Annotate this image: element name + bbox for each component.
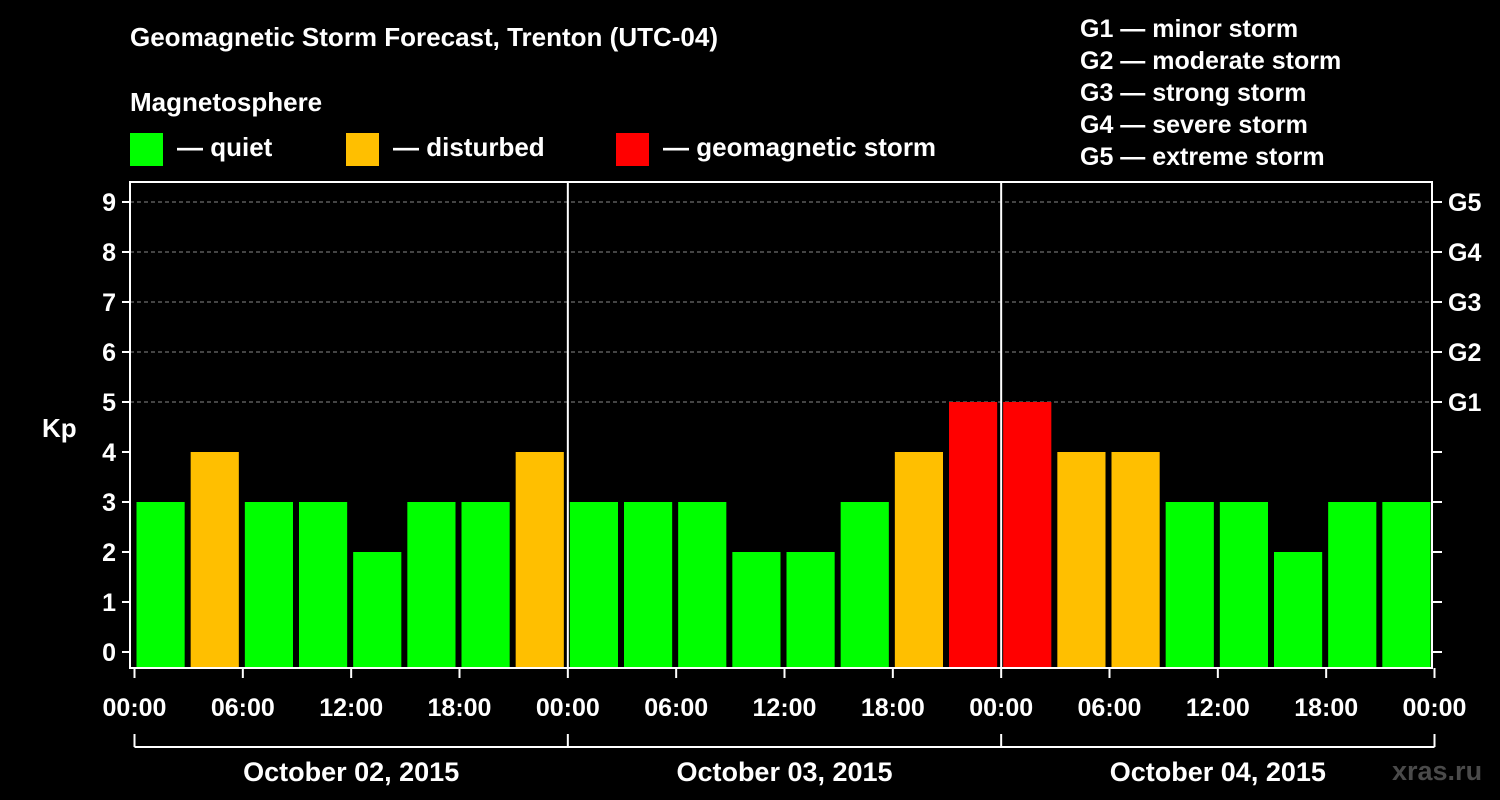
kp-bar <box>353 552 402 668</box>
g-scale-g4: G4 — severe storm <box>1080 111 1308 139</box>
x-tick-label: 12:00 <box>753 694 817 722</box>
legend-label-quiet: — quiet <box>177 132 273 162</box>
plot-frame <box>129 181 1433 669</box>
kp-bar <box>1003 402 1052 668</box>
legend-swatch-disturbed <box>346 133 379 166</box>
y-tick-label: 1 <box>102 589 116 617</box>
kp-bar <box>299 502 348 668</box>
y-tick-label: 9 <box>102 189 116 217</box>
g-level-label: G4 <box>1448 239 1481 267</box>
y-tick-label: 6 <box>102 339 116 367</box>
x-tick-label: 00:00 <box>969 694 1033 722</box>
g-level-label: G2 <box>1448 339 1481 367</box>
x-tick-label: 00:00 <box>103 694 167 722</box>
g-level-label: G5 <box>1448 189 1481 217</box>
x-tick-label: 00:00 <box>536 694 600 722</box>
legend-label-disturbed: — disturbed <box>393 132 545 162</box>
kp-bar <box>190 452 239 668</box>
day-label: October 02, 2015 <box>243 757 459 787</box>
kp-bar <box>407 502 456 668</box>
y-tick-label: 8 <box>102 239 116 267</box>
legend-label-storm: — geomagnetic storm <box>663 132 937 162</box>
day-label: October 04, 2015 <box>1110 757 1326 787</box>
x-tick-label: 06:00 <box>211 694 275 722</box>
x-tick-label: 12:00 <box>1186 694 1250 722</box>
y-tick-label: 5 <box>102 389 116 417</box>
g-level-label: G1 <box>1448 389 1481 417</box>
watermark: xras.ru <box>1392 756 1483 786</box>
kp-bar <box>1111 452 1160 668</box>
kp-bar <box>678 502 727 668</box>
kp-bar <box>949 402 998 668</box>
x-tick-label: 06:00 <box>644 694 708 722</box>
x-tick-label: 18:00 <box>861 694 925 722</box>
y-tick-label: 0 <box>102 639 116 667</box>
kp-bar <box>894 452 943 668</box>
g-level-label: G3 <box>1448 289 1481 317</box>
g-scale-g1: G1 — minor storm <box>1080 15 1299 43</box>
kp-bar <box>1219 502 1268 668</box>
g-scale-g3: G3 — strong storm <box>1080 79 1307 107</box>
y-tick-label: 2 <box>102 539 116 567</box>
x-tick-label: 18:00 <box>1294 694 1358 722</box>
kp-bar <box>1057 452 1106 668</box>
chart-title: Geomagnetic Storm Forecast, Trenton (UTC… <box>130 22 718 52</box>
kp-bar <box>1328 502 1377 668</box>
kp-bar <box>461 502 510 668</box>
kp-bar <box>244 502 293 668</box>
y-tick-label: 3 <box>102 489 116 517</box>
x-tick-label: 18:00 <box>428 694 492 722</box>
y-tick-label: 7 <box>102 289 116 317</box>
kp-bar <box>1165 502 1214 668</box>
legend-title: Magnetosphere <box>130 87 323 117</box>
kp-bar <box>786 552 835 668</box>
y-tick-label: 4 <box>102 439 116 467</box>
kp-bar <box>840 502 889 668</box>
kp-bar <box>1382 502 1431 668</box>
g-scale-g2: G2 — moderate storm <box>1080 47 1342 75</box>
kp-bar <box>1274 552 1323 668</box>
kp-bar <box>569 502 618 668</box>
x-tick-label: 00:00 <box>1403 694 1467 722</box>
x-tick-label: 12:00 <box>319 694 383 722</box>
kp-bar <box>624 502 673 668</box>
legend-swatch-quiet <box>130 133 163 166</box>
legend-swatch-storm <box>616 133 649 166</box>
kp-bar <box>515 452 564 668</box>
kp-bar <box>732 552 781 668</box>
g-scale-g5: G5 — extreme storm <box>1080 143 1325 171</box>
kp-bar <box>136 502 185 668</box>
y-axis-label: Kp <box>42 413 77 443</box>
x-tick-label: 06:00 <box>1078 694 1142 722</box>
day-label: October 03, 2015 <box>676 757 892 787</box>
